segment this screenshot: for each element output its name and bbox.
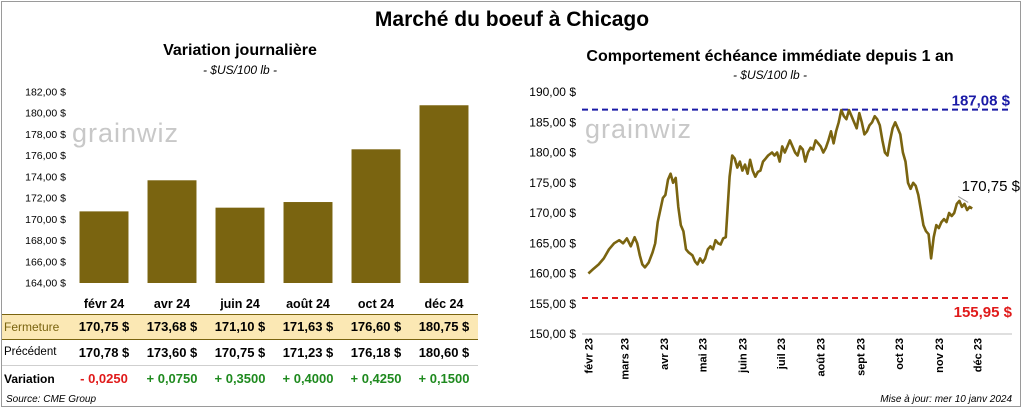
left-chart-title: Variation journalière (163, 42, 317, 59)
x-tick-label: déc 24 (425, 297, 464, 311)
source-note: Source: CME Group (6, 394, 97, 405)
table-cell: 180,75 $ (418, 319, 470, 334)
right-chart-title: Comportement échéance immédiate depuis 1… (586, 48, 954, 65)
table-cell: 180,60 $ (418, 345, 470, 360)
table-row-close: Fermeture 170,75 $ 173,68 $ 171,10 $ 171,63… (2, 314, 478, 340)
table-cell: + 0,1500 (418, 371, 470, 386)
table-cell: 176,60 $ (350, 319, 402, 334)
table-row-previous: Précédent 170,78 $ 173,60 $ 170,75 $ 171,23… (2, 341, 478, 366)
bar-chart: grainwiz 164,00 $ 166,00 $ 168,00 $ 170,00 … (25, 87, 469, 311)
watermark-logo: grainwiz (72, 118, 179, 148)
table-cell: 171,10 $ (214, 319, 266, 334)
y-tick-label: 166,00 $ (25, 256, 66, 268)
bar (147, 180, 197, 283)
y-tick-label: 170,00 $ (25, 214, 66, 226)
main-title: Marché du boeuf à Chicago (374, 8, 650, 31)
y-tick-label: 176,00 $ (25, 150, 66, 162)
table-cell: 170,78 $ (78, 345, 130, 360)
table-cell: - 0,0250 (80, 371, 128, 386)
table-cell: 171,23 $ (282, 345, 334, 360)
y-tick-label: 164,00 $ (25, 278, 66, 290)
x-tick-label: avr 24 (154, 297, 190, 311)
y-tick-label: 168,00 $ (25, 235, 66, 247)
table-row-variation: Variation - 0,0250 + 0,0750 + 0,3500 + 0,40… (2, 367, 478, 391)
table-cell: 171,63 $ (282, 319, 334, 334)
y-tick-label: 178,00 $ (25, 129, 66, 141)
bar (79, 211, 129, 283)
table-cell: 170,75 $ (214, 345, 266, 360)
x-tick-label: août 24 (286, 297, 330, 311)
x-tick-label: févr 24 (84, 297, 124, 311)
table-cell: + 0,4000 (282, 371, 334, 386)
table-cell: + 0,0750 (146, 371, 198, 386)
row-label-variation: Variation (4, 372, 55, 386)
update-note: Mise à jour: mer 10 janv 2024 (880, 394, 1012, 405)
left-chart-unit: - $US/100 lb - (202, 63, 278, 77)
table-cell: 170,75 $ (78, 319, 130, 334)
bar (419, 105, 469, 283)
x-tick-label: oct 24 (358, 297, 394, 311)
right-chart-unit: - $US/100 lb - (732, 68, 808, 82)
table-cell: 173,68 $ (146, 319, 198, 334)
y-tick-label: 172,00 $ (25, 193, 66, 205)
table-cell: 173,60 $ (146, 345, 198, 360)
table-cell: + 0,4250 (350, 371, 402, 386)
y-tick-label: 180,00 $ (25, 108, 66, 120)
bar (351, 149, 401, 283)
row-label-close: Fermeture (4, 320, 60, 334)
bar (283, 202, 333, 283)
table-cell: 176,18 $ (350, 345, 402, 360)
y-tick-label: 174,00 $ (25, 171, 66, 183)
row-label-previous: Précédent (4, 346, 57, 358)
y-tick-label: 182,00 $ (25, 87, 66, 99)
bar (215, 207, 265, 283)
x-tick-label: juin 24 (219, 297, 260, 311)
table-cell: + 0,3500 (214, 371, 266, 386)
watermark-text: grainwiz (72, 118, 179, 148)
